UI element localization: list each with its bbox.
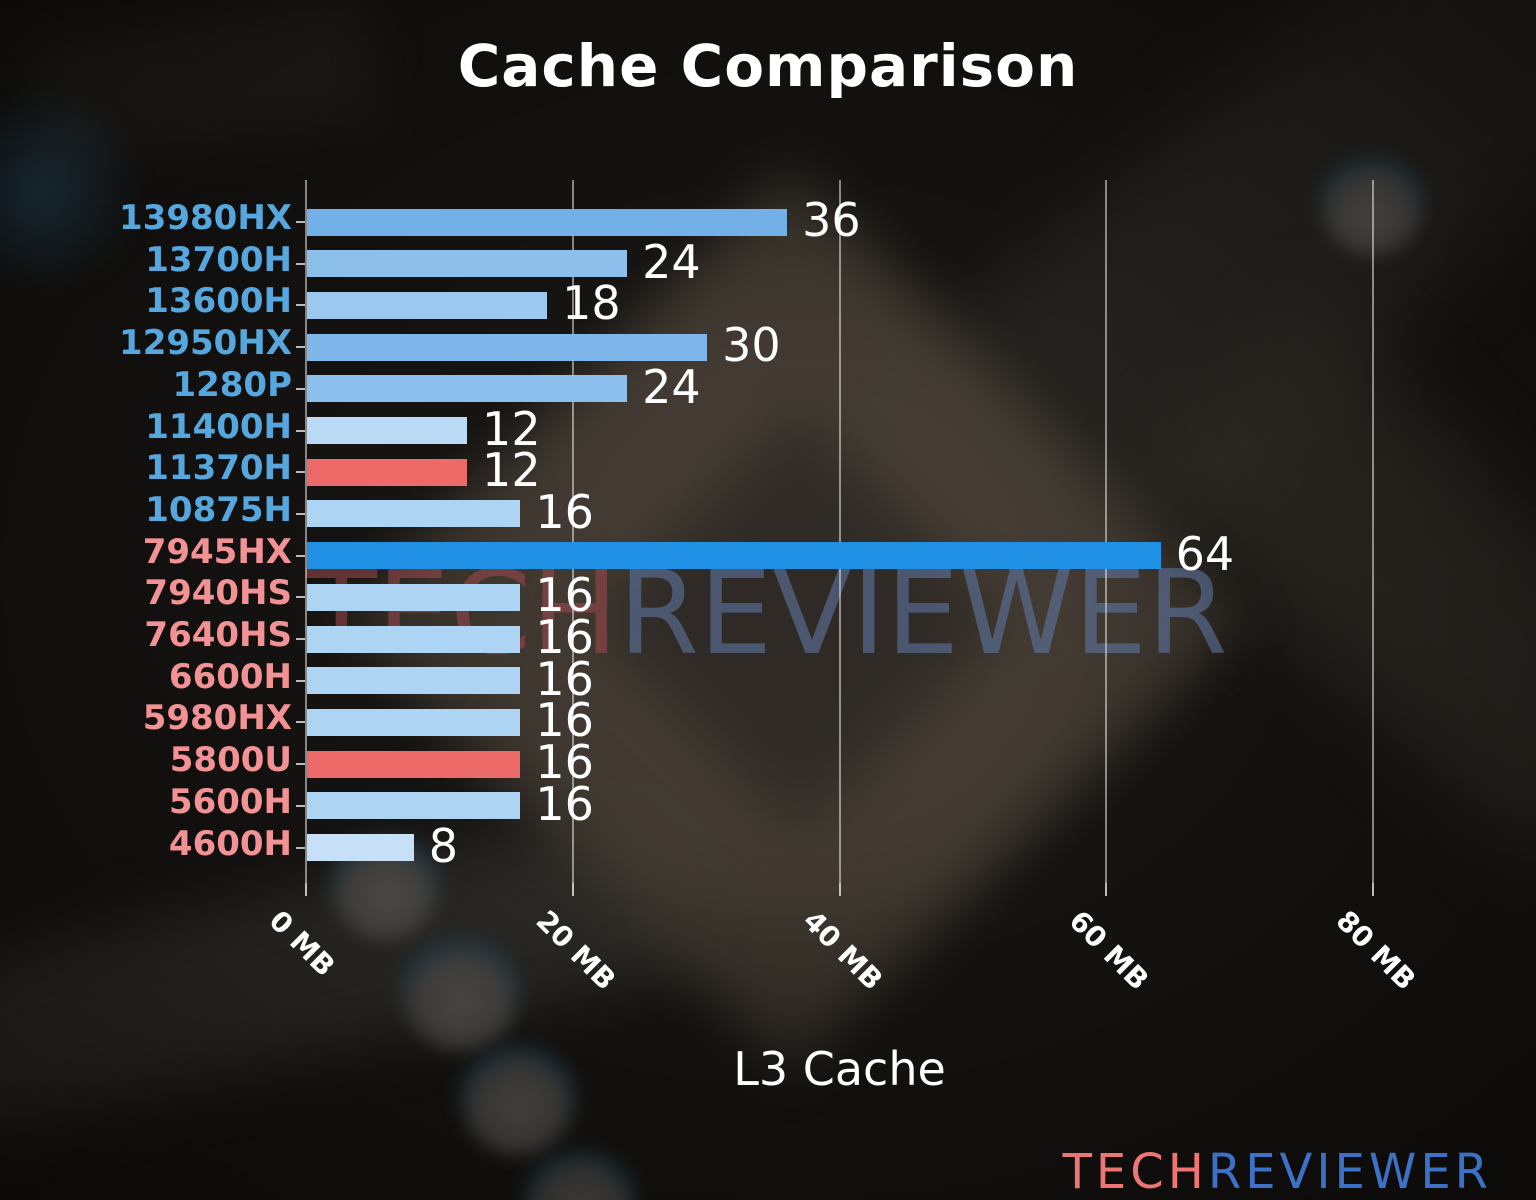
x-tick-label: 0 MB: [262, 904, 342, 983]
y-tick-mark: [296, 846, 305, 849]
x-tick-mark: [1372, 883, 1374, 896]
x-tick-label: 80 MB: [1329, 904, 1423, 997]
y-tick-mark: [296, 221, 305, 223]
bar-category-label: 11400H: [145, 406, 292, 447]
gridline: [1105, 180, 1108, 883]
brand-logo-reviewer: REVIEWER: [1207, 1144, 1492, 1200]
bar-value-label: 16: [535, 776, 594, 831]
x-tick-label: 20 MB: [529, 904, 622, 997]
bar-category-label: 4600H: [168, 823, 292, 864]
bar-value-label: 16: [535, 484, 594, 539]
gridline: [838, 180, 841, 883]
y-tick-mark: [296, 429, 305, 432]
x-tick-mark: [305, 883, 307, 896]
bar-category-label: 7945HX: [142, 531, 292, 572]
bar-category-label: 13700H: [145, 239, 292, 280]
bar-category-label: 13980HX: [119, 198, 292, 238]
y-tick-mark: [296, 471, 305, 474]
bar-value-label: 24: [642, 234, 701, 289]
y-tick-mark: [296, 554, 305, 557]
y-tick-mark: [296, 721, 305, 724]
bar-value-label: 16: [535, 735, 594, 790]
bar: [307, 375, 628, 403]
y-tick-mark: [296, 763, 305, 766]
y-tick-mark: [296, 262, 305, 265]
bar: [307, 500, 521, 528]
bar-value-label: 12: [482, 443, 541, 498]
x-tick-mark: [571, 883, 574, 896]
bar: [307, 333, 708, 361]
bar: [307, 417, 468, 444]
bar: [307, 625, 521, 653]
y-tick-mark: [296, 346, 305, 349]
bar: [307, 708, 521, 736]
x-tick-label: 40 MB: [796, 904, 889, 997]
bar-category-label: 6600H: [168, 656, 292, 697]
bar: [307, 792, 521, 820]
bar-value-label: 36: [802, 193, 861, 247]
bar-value-label: 18: [562, 276, 621, 331]
y-tick-mark: [296, 512, 305, 515]
bar: [307, 542, 1161, 570]
bar: [307, 750, 521, 778]
bar-value-label: 30: [722, 318, 781, 373]
x-tick-mark: [1105, 883, 1108, 896]
brand-logo-tech: TECH: [1062, 1144, 1208, 1200]
bar-value-label: 64: [1175, 526, 1235, 581]
bar: [307, 250, 628, 278]
x-tick-mark: [838, 883, 841, 896]
gridline: [1372, 180, 1374, 883]
bar-value-label: 24: [642, 359, 701, 414]
bar: [307, 667, 521, 695]
bar: [307, 583, 521, 611]
bar-category-label: 7640HS: [144, 615, 292, 655]
bar: [307, 834, 414, 861]
bar-category-label: 13600H: [145, 281, 292, 322]
bar-category-label: 11370H: [145, 448, 292, 489]
y-tick-mark: [296, 387, 305, 390]
bar-value-label: 16: [535, 693, 594, 748]
bar-category-label: 10875H: [145, 489, 292, 530]
bar-value-label: 16: [535, 651, 594, 706]
bar: [307, 458, 468, 486]
y-tick-mark: [296, 596, 305, 599]
x-tick-label: 60 MB: [1062, 904, 1156, 997]
y-tick-mark: [296, 304, 305, 307]
bar-category-label: 5800U: [169, 740, 292, 781]
bar-value-label: 16: [535, 610, 594, 664]
gridline: [571, 180, 574, 883]
bar-category-label: 12950HX: [119, 323, 292, 364]
y-tick-mark: [296, 638, 305, 640]
gridline: [305, 180, 307, 883]
y-tick-mark: [296, 804, 305, 807]
chart-title: Cache Comparison: [457, 32, 1079, 100]
x-axis-label: L3 Cache: [733, 1042, 946, 1096]
y-tick-mark: [296, 679, 305, 682]
bar-category-label: 7940HS: [144, 573, 292, 614]
bar-value-label: 16: [535, 568, 594, 623]
bar: [307, 291, 548, 319]
bar: [307, 208, 788, 236]
brand-logo: TECHREVIEWER: [1063, 1144, 1492, 1200]
bar-category-label: 5600H: [168, 781, 292, 822]
bar-value-label: 8: [428, 818, 458, 873]
bar-value-label: 12: [482, 401, 541, 456]
bar-category-label: 1280P: [172, 364, 292, 405]
bar-category-label: 5980HX: [142, 698, 292, 739]
